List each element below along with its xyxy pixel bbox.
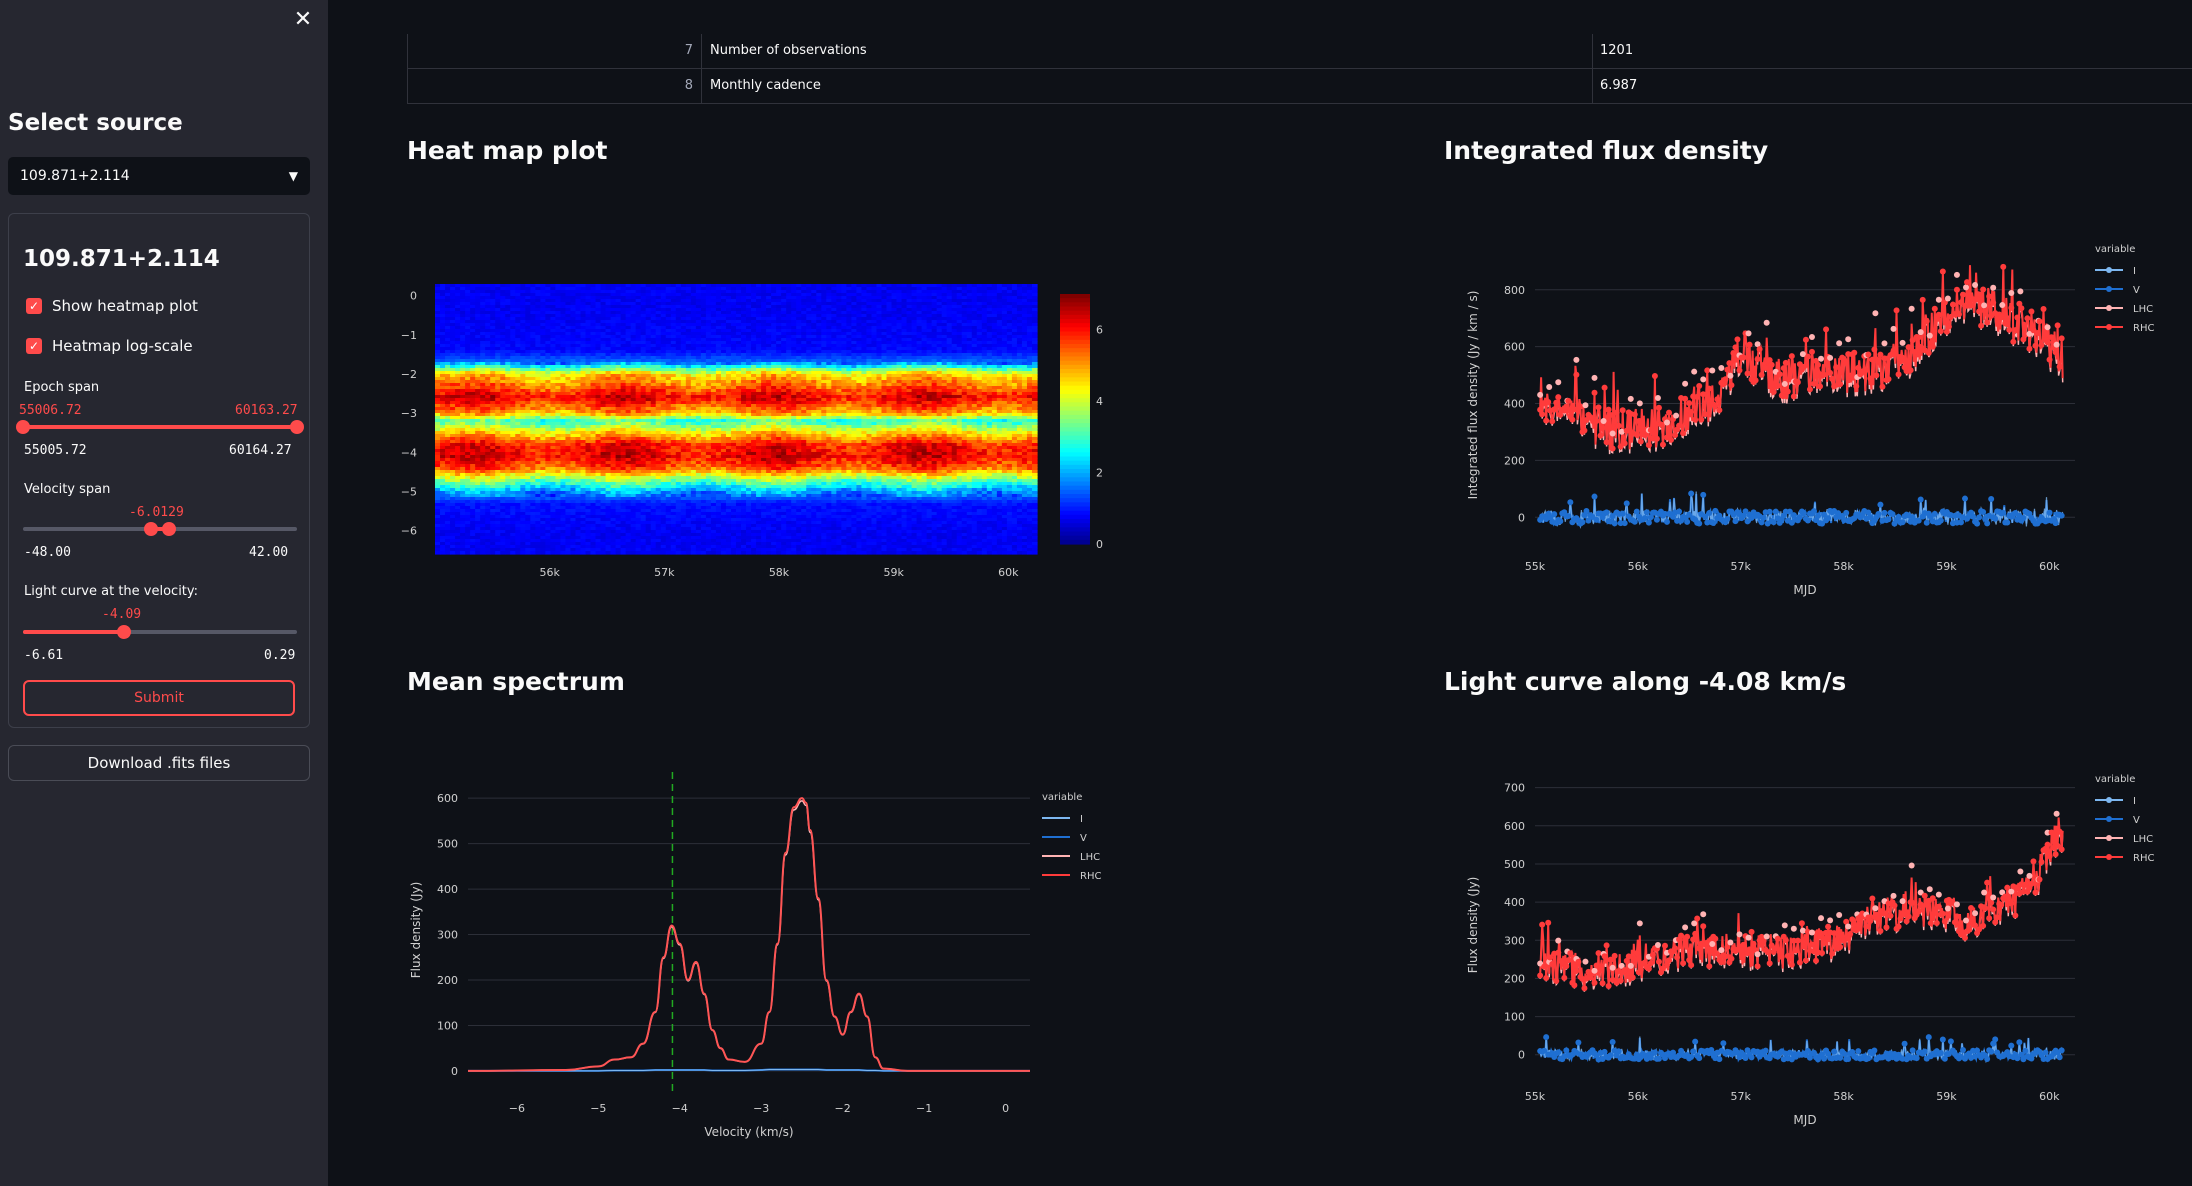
epoch-high-handle[interactable] — [290, 420, 304, 434]
row-index: 7 — [407, 34, 702, 68]
velocity-high-handle[interactable] — [162, 522, 176, 536]
show-heatmap-checkbox[interactable]: ✓ Show heatmap plot — [26, 295, 306, 317]
chevron-down-icon: ▼ — [289, 157, 298, 195]
heatmap-log-checkbox[interactable]: ✓ Heatmap log-scale — [26, 335, 306, 357]
submit-button[interactable]: Submit — [23, 680, 295, 716]
lightcurve-title: Light curve along -4.08 km/s — [1444, 667, 1846, 696]
spectrum-title: Mean spectrum — [407, 667, 625, 696]
source-select-value: 109.871+2.114 — [20, 168, 130, 184]
form-title: 109.871+2.114 — [23, 246, 220, 272]
lc-slider-handle[interactable] — [117, 625, 131, 639]
epoch-slider-track[interactable] — [23, 425, 297, 429]
velocity-value: -6.0129 — [129, 505, 184, 520]
table-row: 7 Number of observations 1201 — [407, 34, 2192, 69]
table-row: 8 Monthly cadence 6.987 — [407, 69, 2192, 104]
velocity-span-label: Velocity span — [24, 482, 110, 497]
row-value: 6.987 — [1600, 69, 1637, 103]
row-index: 8 — [407, 69, 702, 103]
source-select[interactable]: 109.871+2.114 ▼ — [8, 157, 310, 195]
lc-slider-fill — [23, 630, 123, 634]
epoch-min-label: 55005.72 — [24, 443, 87, 458]
show-heatmap-label: Show heatmap plot — [52, 295, 198, 317]
row-name: Monthly cadence — [710, 69, 821, 103]
epoch-span-label: Epoch span — [24, 380, 99, 395]
epoch-high-value: 60163.27 — [235, 403, 298, 418]
heatmap-log-label: Heatmap log-scale — [52, 335, 193, 357]
flux-title: Integrated flux density — [1444, 136, 1768, 165]
velocity-low-handle[interactable] — [144, 522, 158, 536]
sidebar: ✕ Select source 109.871+2.114 ▼ 109.871+… — [0, 0, 328, 1186]
checkbox-checked-icon: ✓ — [26, 338, 42, 354]
settings-form: 109.871+2.114 ✓ Show heatmap plot ✓ Heat… — [8, 213, 310, 728]
velocity-max-label: 42.00 — [249, 545, 288, 560]
epoch-low-value: 55006.72 — [19, 403, 82, 418]
lc-velocity-label: Light curve at the velocity: — [24, 584, 198, 599]
heatmap-title: Heat map plot — [407, 136, 608, 165]
lc-max-label: 0.29 — [264, 648, 295, 663]
epoch-max-label: 60164.27 — [229, 443, 292, 458]
epoch-low-handle[interactable] — [16, 420, 30, 434]
row-name: Number of observations — [710, 34, 867, 68]
download-fits-button[interactable]: Download .fits files — [8, 745, 310, 781]
velocity-min-label: -48.00 — [24, 545, 71, 560]
sidebar-title: Select source — [8, 110, 183, 136]
checkbox-checked-icon: ✓ — [26, 298, 42, 314]
close-sidebar-icon[interactable]: ✕ — [292, 8, 314, 32]
lc-min-label: -6.61 — [24, 648, 63, 663]
lc-velocity-value: -4.09 — [102, 607, 141, 622]
row-value: 1201 — [1600, 34, 1633, 68]
